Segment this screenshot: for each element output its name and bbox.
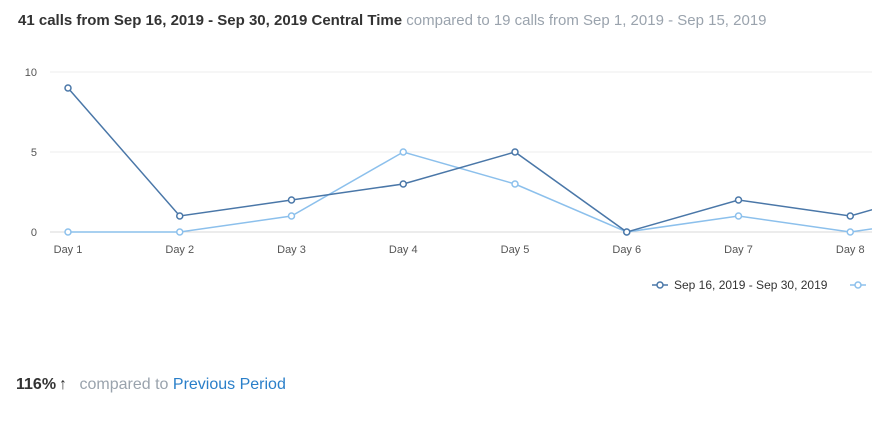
data-point [734,212,743,220]
x-axis-ticks: Day 1 Day 2 Day 3 Day 4 Day 5 Day 6 Day 7 Day 8… [54,244,865,256]
data-point [176,212,184,220]
legend-item[interactable]: Sep 1, 2019 - Sep 15, 2019 [850,278,872,292]
data-point [64,228,72,236]
change-percent: 116% [16,376,57,393]
series-current [64,84,872,236]
data-point [511,148,519,156]
compared-to-label: compared to [79,376,169,393]
legend-label: Sep 16, 2019 - Sep 30, 2019 [674,278,828,292]
data-point [287,196,296,204]
y-axis-ticks: 0 5 10 [25,67,37,239]
y-tick-label: 5 [31,147,37,159]
x-tick-label: Day 3 [277,244,306,256]
legend-swatch-marker [854,281,862,289]
y-tick-label: 0 [31,227,37,239]
report-header: 41 calls from Sep 16, 2019 - Sep 30, 201… [18,11,767,31]
data-point [176,228,184,236]
data-point [399,180,407,188]
gridlines [50,71,872,233]
previous-period-link[interactable]: Previous Period [172,376,286,393]
comparison-summary: compared to 19 calls from Sep 1, 2019 - … [406,12,767,29]
series-line [67,87,872,233]
data-point [64,84,72,92]
chart-legend[interactable]: Sep 16, 2019 - Sep 30, 2019 Sep 1, 2019 -… [652,278,872,292]
data-point [623,228,631,236]
y-tick-label: 10 [25,67,37,79]
change-summary: 116% ↑ compared to Previous Period [16,375,286,395]
x-tick-label: Day 6 [612,244,641,256]
series-previous [64,148,872,236]
data-point [846,212,854,220]
data-point [287,212,296,220]
data-point [846,228,854,236]
legend-item[interactable]: Sep 16, 2019 - Sep 30, 2019 [652,278,828,292]
x-tick-label: Day 7 [724,244,753,256]
data-point [734,196,743,204]
x-tick-label: Day 8 [836,244,865,256]
series-lines [64,84,872,236]
calls-summary: 41 calls from Sep 16, 2019 - Sep 30, 201… [18,12,403,29]
data-point [399,148,407,156]
series-line [68,151,872,233]
x-tick-label: Day 4 [389,244,418,256]
data-point [511,180,519,188]
arrow-up-icon: ↑ [59,376,68,393]
x-tick-label: Day 5 [501,244,530,256]
x-tick-label: Day 2 [165,244,194,256]
legend-swatch-marker [656,281,664,289]
x-tick-label: Day 1 [54,244,83,256]
